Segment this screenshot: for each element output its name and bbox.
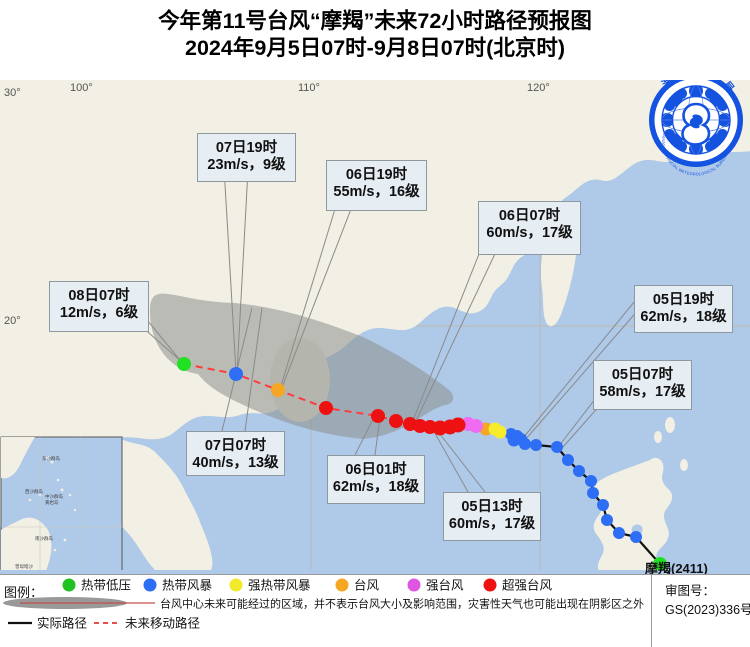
svg-text:台风: 台风: [354, 578, 380, 593]
svg-text:超强台风: 超强台风: [502, 578, 553, 593]
svg-text:东沙群岛: 东沙群岛: [42, 455, 60, 462]
svg-text:实际路径: 实际路径: [37, 616, 87, 631]
svg-text:中沙群岛: 中沙群岛: [45, 493, 63, 500]
svg-text:曾母暗沙: 曾母暗沙: [15, 563, 33, 570]
svg-text:强热带风暴: 强热带风暴: [248, 579, 311, 593]
svg-text:南沙群岛: 南沙群岛: [35, 535, 53, 542]
svg-text:强台风: 强台风: [426, 578, 464, 593]
svg-text:西沙群岛: 西沙群岛: [25, 488, 43, 495]
svg-text:热带低压: 热带低压: [81, 579, 131, 593]
svg-text:热带风暴: 热带风暴: [162, 579, 213, 593]
svg-text:台风中心未来可能经过的区域，并不表示台风大小及影响范围，灾害: 台风中心未来可能经过的区域，并不表示台风大小及影响范围，灾害性天气也可能出现在阴…: [160, 597, 644, 611]
svg-text:黄岩岛: 黄岩岛: [45, 499, 59, 506]
svg-text:未来移动路径: 未来移动路径: [125, 616, 200, 631]
